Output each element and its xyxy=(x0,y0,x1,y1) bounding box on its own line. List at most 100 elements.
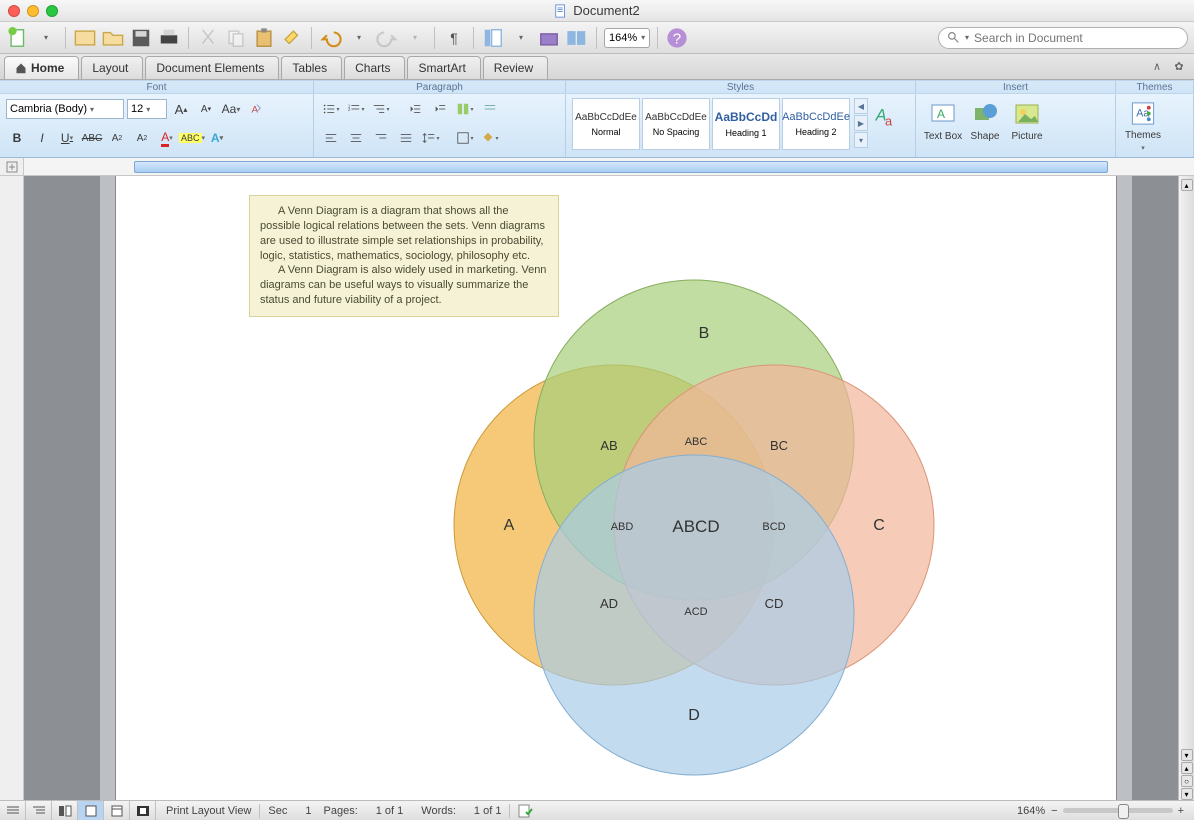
horizontal-ruler[interactable] xyxy=(24,158,1194,175)
insert-shape-button[interactable]: Shape xyxy=(964,96,1006,152)
style-heading2[interactable]: AaBbCcDdEeHeading 2 xyxy=(782,98,850,150)
columns-button[interactable]: ▾ xyxy=(454,98,476,120)
tab-document-elements[interactable]: Document Elements xyxy=(145,56,279,79)
gallery-button[interactable] xyxy=(565,26,589,50)
strike-button[interactable]: ABC xyxy=(81,127,103,149)
underline-button[interactable]: U▾ xyxy=(56,127,78,149)
dedent-button[interactable] xyxy=(404,98,426,120)
search-menu-icon[interactable]: ▾ xyxy=(965,33,969,42)
numbering-button[interactable]: 12▾ xyxy=(345,98,367,120)
font-color-button[interactable]: A▾ xyxy=(156,127,178,149)
align-left-button[interactable] xyxy=(320,127,342,149)
vertical-ruler[interactable] xyxy=(0,176,24,800)
styles-next-button[interactable]: ▶ xyxy=(854,115,868,131)
scroll-down-button[interactable]: ▾ xyxy=(1181,749,1193,761)
styles-pane-button[interactable]: Aa xyxy=(870,98,900,154)
copy-button[interactable] xyxy=(224,26,248,50)
help-button[interactable]: ? xyxy=(665,26,689,50)
open-button[interactable] xyxy=(101,26,125,50)
redo-menu[interactable]: ▾ xyxy=(403,26,427,50)
sidebar-button[interactable] xyxy=(481,26,505,50)
font-size-combo[interactable]: 12▾ xyxy=(127,99,167,119)
subscript-button[interactable]: A2 xyxy=(131,127,153,149)
line-spacing-button[interactable]: ▾ xyxy=(420,127,442,149)
indent-button[interactable] xyxy=(429,98,451,120)
zoom-window-button[interactable] xyxy=(46,5,58,17)
zoom-out-button[interactable]: − xyxy=(1051,805,1057,817)
zoom-combo[interactable]: 164%▾ xyxy=(604,28,650,48)
vertical-scrollbar[interactable]: ▴ ▾ ▴ ○ ▾ xyxy=(1178,176,1194,800)
open-template-button[interactable] xyxy=(73,26,97,50)
tab-smartart[interactable]: SmartArt xyxy=(407,56,480,79)
tab-home[interactable]: Home xyxy=(4,56,79,79)
prev-page-button[interactable]: ▴ xyxy=(1181,762,1193,774)
undo-button[interactable] xyxy=(319,26,343,50)
insert-picture-button[interactable]: Picture xyxy=(1006,96,1048,152)
close-window-button[interactable] xyxy=(8,5,20,17)
grow-font-button[interactable]: A▴ xyxy=(170,98,192,120)
justify-button[interactable] xyxy=(395,127,417,149)
ribbon-collapse-button[interactable]: ∧ xyxy=(1148,57,1166,75)
cut-button[interactable] xyxy=(196,26,220,50)
tab-layout[interactable]: Layout xyxy=(81,56,143,79)
style-normal[interactable]: AaBbCcDdEeNormal xyxy=(572,98,640,150)
zoom-slider[interactable]: − + xyxy=(1051,805,1184,817)
superscript-button[interactable]: A2 xyxy=(106,127,128,149)
shading-button[interactable]: ▾ xyxy=(479,127,501,149)
print-button[interactable] xyxy=(157,26,181,50)
toolbox-button[interactable] xyxy=(537,26,561,50)
minimize-window-button[interactable] xyxy=(27,5,39,17)
styles-expand-button[interactable]: ▾ xyxy=(854,132,868,148)
redo-button[interactable] xyxy=(375,26,399,50)
view-draft-button[interactable] xyxy=(0,801,26,820)
multilevel-button[interactable]: ▾ xyxy=(370,98,392,120)
align-center-button[interactable] xyxy=(345,127,367,149)
shrink-font-button[interactable]: A▾ xyxy=(195,98,217,120)
view-publishing-button[interactable] xyxy=(52,801,78,820)
undo-menu[interactable]: ▾ xyxy=(347,26,371,50)
align-right-button[interactable] xyxy=(370,127,392,149)
font-name-combo[interactable]: Cambria (Body)▾ xyxy=(6,99,124,119)
sidebar-menu[interactable]: ▾ xyxy=(509,26,533,50)
venn-diagram[interactable]: ABCDABBCADCDABCABDBCDACDABCD xyxy=(424,250,964,810)
text-effects-button[interactable]: A▾ xyxy=(206,127,228,149)
ribbon-options-button[interactable]: ✿ xyxy=(1170,57,1188,75)
italic-button[interactable]: I xyxy=(31,127,53,149)
spellcheck-icon[interactable] xyxy=(518,804,534,818)
format-painter-button[interactable] xyxy=(280,26,304,50)
tab-charts[interactable]: Charts xyxy=(344,56,405,79)
bullets-button[interactable]: ▾ xyxy=(320,98,342,120)
save-button[interactable] xyxy=(129,26,153,50)
browse-object-button[interactable]: ○ xyxy=(1181,775,1193,787)
new-doc-button[interactable] xyxy=(6,26,30,50)
borders-button[interactable]: ▾ xyxy=(454,127,476,149)
view-outline-button[interactable] xyxy=(26,801,52,820)
highlight-button[interactable]: ABC▾ xyxy=(181,127,203,149)
insert-textbox-button[interactable]: A Text Box xyxy=(922,96,964,152)
scroll-up-button[interactable]: ▴ xyxy=(1181,179,1193,191)
search-box[interactable]: ▾ xyxy=(938,27,1188,49)
change-case-button[interactable]: Aa▾ xyxy=(220,98,242,120)
text-direction-button[interactable] xyxy=(479,98,501,120)
status-zoom-value[interactable]: 164% xyxy=(1017,805,1045,817)
next-page-button[interactable]: ▾ xyxy=(1181,788,1193,800)
styles-prev-button[interactable]: ◀ xyxy=(854,98,868,114)
clear-format-button[interactable]: A xyxy=(245,98,267,120)
venn-label-ACD: ACD xyxy=(684,606,707,618)
tab-tables[interactable]: Tables xyxy=(281,56,342,79)
view-focus-button[interactable] xyxy=(130,801,156,820)
style-heading1[interactable]: AaBbCcDdHeading 1 xyxy=(712,98,780,150)
view-notebook-button[interactable] xyxy=(104,801,130,820)
show-marks-button[interactable]: ¶ xyxy=(442,26,466,50)
bold-button[interactable]: B xyxy=(6,127,28,149)
paste-button[interactable] xyxy=(252,26,276,50)
themes-button[interactable]: Aa Themes▾ xyxy=(1122,96,1164,152)
zoom-track[interactable] xyxy=(1063,808,1173,813)
tab-review[interactable]: Review xyxy=(483,56,548,79)
view-print-layout-button[interactable] xyxy=(78,801,104,820)
style-nospacing[interactable]: AaBbCcDdEeNo Spacing xyxy=(642,98,710,150)
zoom-in-button[interactable]: + xyxy=(1178,805,1184,817)
ruler-corner-button[interactable] xyxy=(0,158,24,175)
new-doc-menu[interactable]: ▾ xyxy=(34,26,58,50)
search-input[interactable] xyxy=(974,31,1179,45)
